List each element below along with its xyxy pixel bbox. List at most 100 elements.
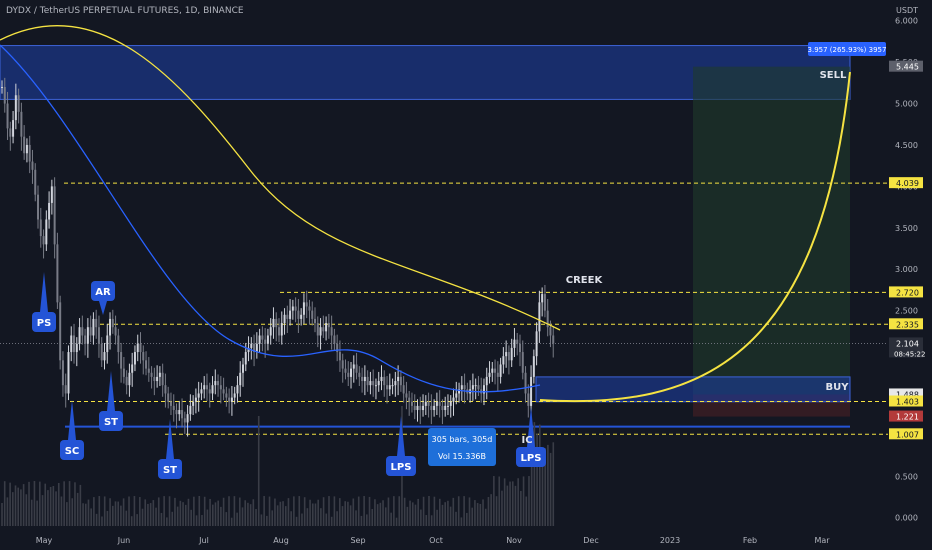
price-label: 2.335 (896, 320, 919, 329)
candle-body (34, 169, 37, 195)
volume-bar (266, 515, 268, 526)
volume-bar (225, 512, 228, 526)
candle-body (255, 343, 258, 353)
candle-body (283, 314, 286, 324)
candle-body (258, 335, 261, 344)
volume-bar (249, 504, 252, 526)
volume-bar (168, 496, 171, 526)
volume-bar (436, 509, 438, 526)
candle-body (178, 410, 181, 415)
candle-body (419, 405, 422, 411)
volume-bar (84, 503, 87, 526)
marker-box (99, 411, 123, 431)
candle-body (289, 310, 292, 319)
measure-volume-label: Vol 15.336B (438, 452, 486, 461)
candle-body (438, 401, 441, 406)
price-label: 1.221 (896, 413, 919, 422)
candle-body (433, 405, 436, 411)
volume-bar (76, 492, 79, 526)
volume-bar (260, 514, 263, 526)
candle-body (253, 343, 256, 353)
candle-body (496, 372, 499, 377)
candle-body (530, 376, 533, 406)
volume-bar (217, 500, 219, 526)
volume-bar (363, 496, 365, 526)
candle-body (17, 95, 20, 112)
candle-body (325, 323, 328, 332)
candle-body (244, 352, 247, 365)
candle-body (535, 331, 538, 357)
candle-body (192, 401, 195, 406)
candle-body (92, 318, 95, 336)
volume-bar (482, 499, 484, 526)
volume-bar (520, 490, 522, 526)
candle-body (314, 318, 317, 324)
volume-bar (101, 516, 103, 526)
volume-bar (290, 511, 292, 526)
candle-body (28, 144, 31, 162)
marker-box (158, 459, 182, 479)
marker-box (32, 312, 56, 332)
volume-bar (295, 516, 298, 526)
volume-bar (474, 500, 476, 526)
x-tick-label: May (36, 536, 53, 545)
volume-bar (374, 499, 376, 526)
volume-bar (214, 502, 217, 526)
candle-body (338, 352, 341, 361)
axis-unit-label: USDT (896, 6, 918, 15)
candle-body (471, 385, 474, 390)
candle-body (211, 385, 214, 394)
ma-blue-line (0, 44, 541, 393)
candle-body (197, 393, 200, 398)
x-tick-label: Jun (117, 536, 131, 545)
candle-body (3, 86, 6, 104)
candle-body (513, 339, 516, 348)
candle-body (125, 376, 128, 386)
volume-bar (136, 514, 138, 526)
volume-bar (349, 505, 352, 526)
candle-body (117, 335, 120, 353)
y-tick-label: 5.000 (895, 100, 918, 109)
volume-bar (430, 515, 433, 526)
volume-bar (255, 509, 257, 526)
candle-body (136, 343, 139, 353)
candle-body (275, 318, 278, 328)
volume-bar (17, 487, 20, 526)
candle-body (546, 310, 549, 328)
candle-body (139, 343, 142, 353)
volume-bar (490, 494, 492, 526)
candle-body (444, 405, 447, 411)
price-label-box (889, 177, 923, 189)
price-label: 2.720 (896, 288, 919, 297)
candle-body (541, 294, 544, 303)
volume-bar (247, 502, 249, 526)
marker-label: ST (163, 465, 177, 476)
candle-body (416, 405, 419, 411)
volume-bar (317, 499, 319, 526)
candle-body (308, 306, 311, 311)
candle-body (300, 314, 303, 319)
volume-bar (147, 503, 149, 526)
volume-bar (66, 502, 68, 526)
candle-body (527, 393, 530, 406)
volume-bar (1, 503, 3, 526)
volume-bar (195, 515, 198, 526)
candle-body (510, 347, 513, 361)
volume-bar (239, 497, 241, 526)
x-tick-label: Oct (429, 536, 443, 545)
candle-body (175, 410, 178, 415)
volume-bar (160, 512, 163, 526)
candle-body (482, 385, 485, 394)
volume-bar (222, 497, 225, 526)
volume-bar (493, 476, 495, 526)
volume-bar (330, 516, 333, 526)
candle-body (286, 314, 289, 319)
candle-body (532, 356, 535, 377)
candle-body (352, 364, 355, 369)
candle-body (181, 410, 184, 419)
candle-body (1, 86, 3, 88)
volume-bar (152, 500, 155, 526)
volume-bar (495, 496, 498, 526)
candle-body (84, 335, 87, 344)
